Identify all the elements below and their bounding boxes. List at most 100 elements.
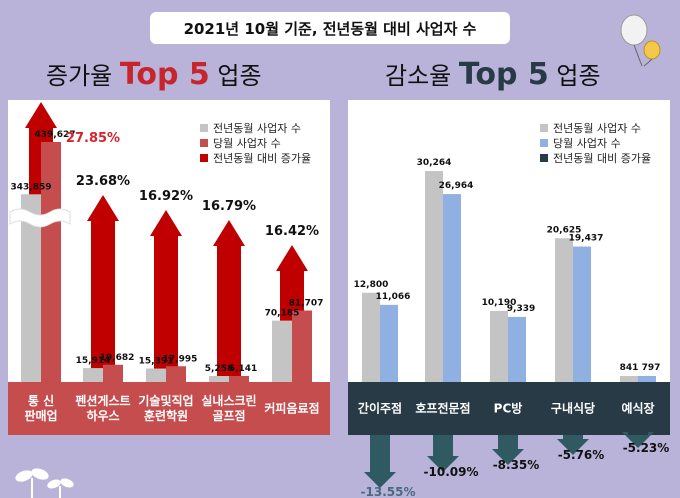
- change-pct-label: 23.68%: [76, 174, 130, 189]
- increase-chart-panel: 343,859 439,627 27.85% 통 신 판매업 15,914 19,682 23…: [8, 100, 330, 435]
- bar-curr: [103, 364, 123, 382]
- bar-curr: [443, 194, 461, 382]
- bar-prev: [620, 376, 638, 382]
- bar-curr: [166, 366, 186, 382]
- change-pct-label: 27.85%: [66, 131, 120, 146]
- category-label: PC방: [494, 401, 523, 416]
- bar-prev: [272, 320, 292, 382]
- category-label: 예식장: [621, 401, 654, 416]
- category-label: 간이주점: [358, 401, 402, 416]
- axis-break-marker: [9, 208, 71, 228]
- legend-label-prev: 전년동월 사업자 수: [553, 121, 641, 135]
- bar-curr: [41, 142, 61, 382]
- value-label-prev: 5,258: [205, 364, 233, 374]
- value-label-curr: 81,707: [289, 299, 324, 309]
- category-label: 골프점: [212, 408, 245, 423]
- right-heading: 감소율 Top 5 업종: [385, 56, 601, 92]
- category-band: [8, 382, 330, 435]
- legend-swatch-curr: [540, 138, 548, 147]
- value-label-curr: 19,682: [100, 353, 135, 363]
- legend-label-curr: 당월 사업자 수: [213, 136, 281, 150]
- category-label: 커피음료점: [264, 401, 319, 416]
- balloon-icon: [620, 14, 661, 67]
- change-pct-label: 16.42%: [265, 224, 319, 239]
- change-pct-label: -5.76%: [558, 448, 605, 462]
- value-label-prev: 10,190: [482, 298, 517, 308]
- right-heading-prefix: 감소율: [385, 62, 452, 90]
- category-label: 펜션게스트: [75, 393, 130, 408]
- decrease-chart: 12,800 11,066 간이주점 30,264 26,964 호프전문점 10,1909…: [348, 158, 670, 435]
- bar-prev: [490, 310, 508, 382]
- decrease-arrow: [364, 435, 396, 488]
- legend-label-curr: 당월 사업자 수: [553, 136, 621, 150]
- bar-curr: [380, 304, 398, 382]
- legend-swatch-change: [540, 153, 548, 162]
- bar-curr: [638, 376, 656, 382]
- decrease-arrow: [492, 435, 524, 465]
- bar-curr: [573, 246, 591, 382]
- category-label: 통 신: [28, 393, 54, 408]
- value-label-curr: 6,141: [229, 364, 257, 374]
- legend-label-change: 전년동월 대비 증가율: [213, 151, 312, 165]
- category-label: 구내식당: [551, 401, 595, 416]
- main-title: 2021년 10월 기준, 전년동월 대비 사업자 수: [150, 12, 510, 44]
- legend-swatch-curr: [200, 138, 208, 147]
- increase-arrow: [87, 195, 119, 382]
- value-label-prev: 70,185: [265, 309, 300, 319]
- decrease-arrow: [557, 435, 589, 455]
- value-label-prev: 30,264: [417, 158, 452, 168]
- left-heading-top: Top 5: [119, 57, 210, 92]
- value-label-curr: 439,627: [35, 130, 76, 140]
- category-label: 호프전문점: [415, 401, 470, 416]
- change-pct-label: 16.92%: [139, 189, 193, 204]
- value-label-curr: 797: [642, 363, 661, 373]
- increase-arrow: [150, 210, 182, 382]
- bar-prev: [555, 238, 573, 382]
- value-label-prev: 841: [620, 363, 639, 373]
- value-label-curr: 19,437: [569, 234, 604, 244]
- category-label: 훈련학원: [144, 408, 188, 423]
- bar-curr: [508, 316, 526, 382]
- legend-swatch-prev: [200, 123, 208, 132]
- bar-prev: [83, 368, 103, 382]
- value-label-curr: 17,995: [163, 354, 198, 364]
- bar-prev: [209, 376, 229, 382]
- category-label: 실내스크린: [201, 393, 256, 408]
- change-pct-label: 16.79%: [202, 199, 256, 214]
- sprout-icon: [15, 468, 74, 498]
- change-pct-label: -8.35%: [493, 458, 540, 472]
- legend-label-change: 전년동월 대비 증가율: [553, 151, 652, 165]
- value-label-curr: 26,964: [439, 181, 474, 191]
- value-label-prev: 343,859: [11, 182, 52, 192]
- value-label-prev: 12,800: [354, 280, 389, 290]
- left-heading-prefix: 증가율: [46, 62, 113, 90]
- left-heading-suffix: 업종: [217, 62, 262, 90]
- value-label-prev: 20,625: [547, 225, 582, 235]
- legend-swatch-change: [200, 153, 208, 162]
- change-pct-label: -10.09%: [424, 465, 479, 479]
- bar-prev: [146, 368, 166, 382]
- bar-prev: [362, 292, 380, 382]
- increase-legend: 전년동월 사업자 수 당월 사업자 수 전년동월 대비 증가율: [200, 120, 311, 165]
- category-band: [348, 382, 670, 435]
- right-heading-suffix: 업종: [556, 62, 601, 90]
- category-label: 판매업: [24, 408, 57, 423]
- value-label-prev: 15,391: [139, 357, 174, 367]
- decrease-chart-panel: 12,800 11,066 간이주점 30,264 26,964 호프전문점 10,190 9…: [348, 100, 670, 435]
- change-pct-label: -13.55%: [361, 485, 416, 498]
- right-heading-top: Top 5: [458, 57, 549, 92]
- bar-curr: [229, 376, 249, 382]
- decrease-arrow: [427, 435, 459, 472]
- bar-curr: [292, 310, 312, 382]
- legend-label-prev: 전년동월 사업자 수: [213, 121, 301, 135]
- change-pct-label: -5.23%: [623, 441, 670, 455]
- increase-arrow: [213, 220, 245, 382]
- category-label: 기술및직업: [138, 393, 193, 408]
- decrease-legend: 전년동월 사업자 수 당월 사업자 수 전년동월 대비 증가율: [540, 120, 651, 165]
- left-heading: 증가율 Top 5 업종: [46, 56, 262, 92]
- value-label-curr: 9,339: [507, 304, 535, 314]
- bar-prev: [425, 171, 443, 382]
- value-label-curr: 11,066: [376, 292, 411, 302]
- value-label-prev: 15,914: [76, 356, 111, 366]
